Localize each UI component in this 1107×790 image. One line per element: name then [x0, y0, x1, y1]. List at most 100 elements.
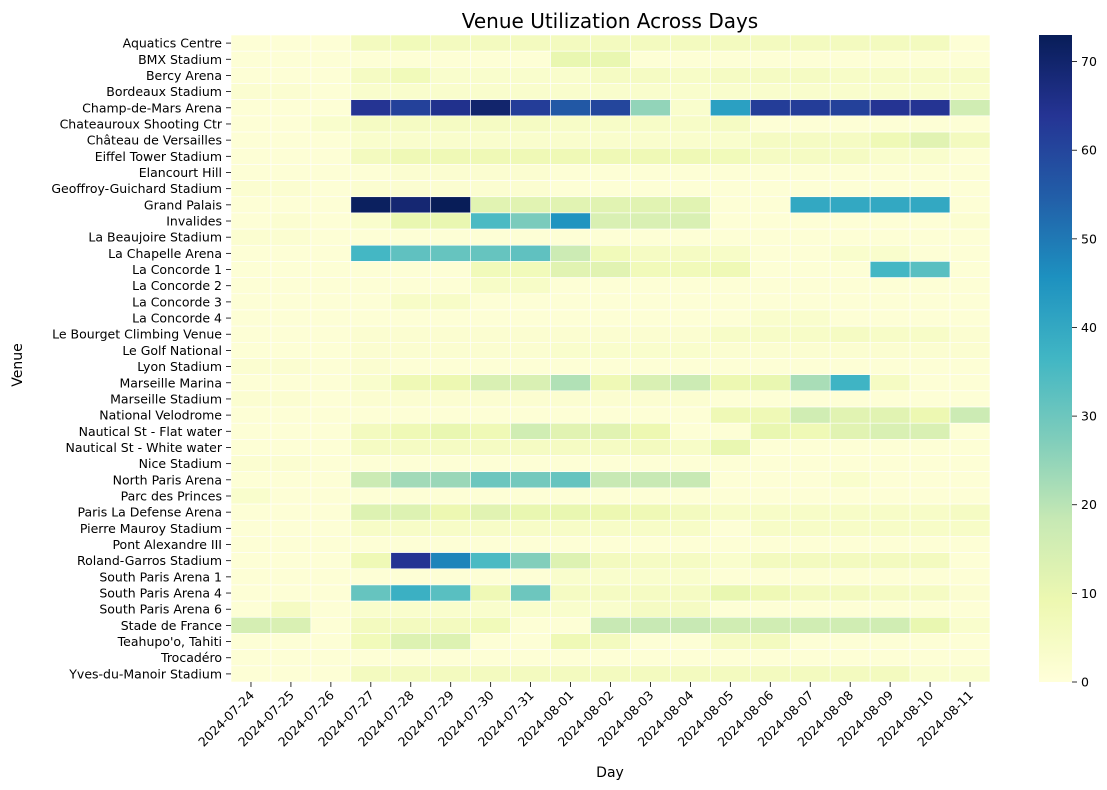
heatmap-cell [270, 390, 312, 408]
heatmap-cell [270, 131, 312, 149]
heatmap-cell [750, 503, 791, 521]
heatmap-cell [430, 649, 471, 667]
heatmap-cell [909, 244, 951, 262]
heatmap-cell [869, 325, 911, 343]
heatmap-cell [750, 164, 791, 181]
heatmap-cell [430, 633, 471, 650]
heatmap-cell [350, 406, 392, 424]
heatmap-cell [710, 536, 751, 553]
heatmap-cell [789, 422, 831, 440]
heatmap-cell [390, 277, 432, 295]
heatmap-cell [470, 277, 511, 295]
heatmap-cell [670, 261, 711, 278]
heatmap-cell [390, 228, 432, 246]
heatmap-cell [390, 552, 432, 570]
colorbar-tick-label: 50 [1081, 231, 1097, 246]
heatmap-cell [670, 325, 711, 343]
heatmap-cell [909, 584, 951, 602]
heatmap-cell [310, 342, 352, 359]
heatmap-cell [550, 471, 591, 489]
heatmap-cell [750, 552, 791, 570]
heatmap-cell [710, 633, 751, 650]
heatmap-cell [869, 471, 911, 489]
heatmap-cell [550, 503, 591, 521]
heatmap-cell [470, 584, 511, 602]
heatmap-cell [869, 536, 911, 553]
heatmap-cell [350, 390, 392, 408]
heatmap-cell [829, 309, 871, 327]
heatmap-cell [230, 164, 272, 181]
heatmap-cell [630, 374, 671, 392]
heatmap-cell [470, 180, 511, 198]
heatmap-cell [789, 616, 831, 634]
y-tick-label: Marseille Marina [119, 375, 222, 390]
heatmap-cell [909, 358, 951, 375]
heatmap-cell [630, 99, 671, 117]
heatmap-cell [590, 131, 631, 149]
heatmap-cell [230, 665, 272, 683]
heatmap-cell [430, 600, 471, 618]
heatmap-cell [670, 600, 711, 618]
heatmap-cell [949, 552, 991, 570]
heatmap-cell [949, 293, 991, 311]
heatmap-cell [710, 406, 751, 424]
heatmap-cell [550, 568, 591, 586]
heatmap-cell [310, 293, 352, 311]
heatmap-cell [949, 568, 991, 586]
heatmap-cell [710, 196, 751, 214]
heatmap-cell [590, 503, 631, 521]
heatmap-cell [510, 212, 551, 230]
heatmap-cell [310, 228, 352, 246]
heatmap-cell [829, 390, 871, 408]
heatmap-cell [829, 325, 871, 343]
heatmap-cell [510, 665, 551, 683]
heatmap-cell [789, 374, 831, 392]
heatmap-cell [869, 228, 911, 246]
heatmap-cell [310, 244, 352, 262]
heatmap-cell [909, 293, 951, 311]
y-tick-label: La Chapelle Arena [108, 246, 222, 261]
heatmap-cell [430, 390, 471, 408]
heatmap-cell [710, 519, 751, 537]
heatmap-cell [590, 358, 631, 375]
heatmap-cell [789, 439, 831, 456]
heatmap-cell [510, 115, 551, 133]
heatmap-cell [710, 439, 751, 456]
heatmap-cell [510, 584, 551, 602]
heatmap-cell [470, 261, 511, 278]
heatmap-cell [590, 665, 631, 683]
heatmap-cell [829, 83, 871, 101]
heatmap-cell [789, 390, 831, 408]
heatmap-cell [230, 406, 272, 424]
heatmap-cell [750, 131, 791, 149]
heatmap-cell [230, 309, 272, 327]
heatmap-cell [590, 99, 631, 117]
heatmap-cell [350, 244, 392, 262]
heatmap-cell [230, 293, 272, 311]
heatmap-cell [909, 503, 951, 521]
heatmap-cell [350, 358, 392, 375]
heatmap-cell [909, 309, 951, 327]
heatmap-cell [670, 115, 711, 133]
heatmap-cell [510, 50, 551, 68]
heatmap-cell [550, 309, 591, 327]
heatmap-cell [510, 390, 551, 408]
heatmap-cell [750, 99, 791, 117]
heatmap-cell [750, 325, 791, 343]
heatmap-cell [750, 212, 791, 230]
heatmap-cell [270, 196, 312, 214]
heatmap-cell [550, 439, 591, 456]
heatmap-cell [550, 390, 591, 408]
y-tick-label: Château de Versailles [87, 133, 222, 148]
heatmap-cell [230, 439, 272, 456]
heatmap-cell [670, 342, 711, 359]
heatmap-cell [789, 519, 831, 537]
heatmap-cell [750, 536, 791, 553]
heatmap-cell [270, 180, 312, 198]
heatmap-cell [590, 196, 631, 214]
heatmap-cell [550, 406, 591, 424]
heatmap-cell [390, 99, 432, 117]
heatmap-cell [909, 34, 951, 52]
colorbar-ticks: 0 10 20 30 40 50 60 70 [1072, 54, 1097, 690]
